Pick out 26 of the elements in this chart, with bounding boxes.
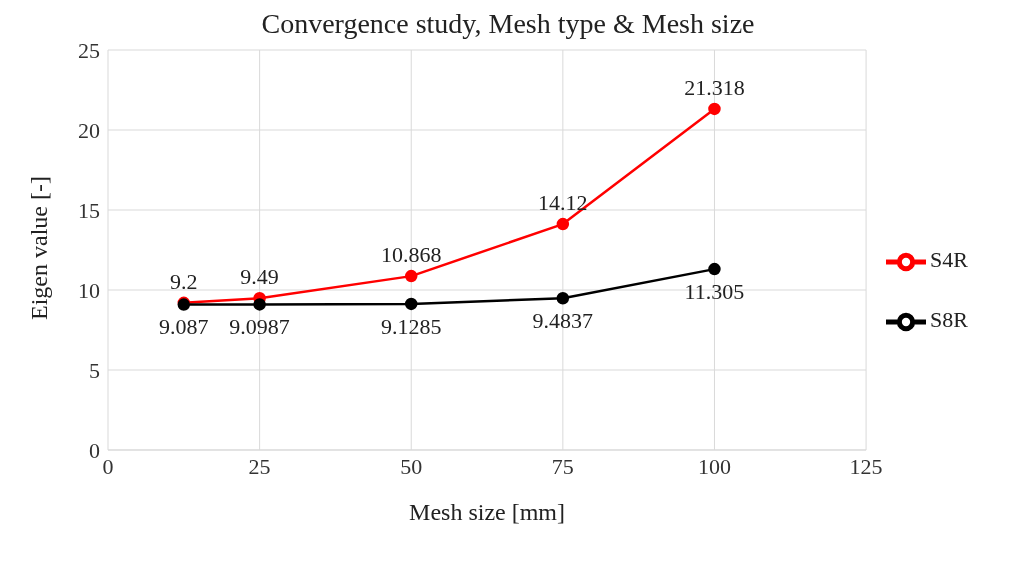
data-label: 9.1285 (380, 313, 442, 339)
x-axis-title: Mesh size [mm] (409, 499, 566, 525)
x-tick-label: 100 (697, 453, 731, 479)
data-label: 11.305 (684, 278, 745, 304)
y-axis-title: Eigen value [-] (25, 176, 52, 320)
y-tick-label: 25 (78, 37, 100, 63)
y-tick-label: 10 (78, 277, 100, 303)
y-tick-label: 0 (89, 437, 100, 463)
data-label: 21.318 (684, 74, 745, 100)
x-tick-label: 25 (248, 453, 271, 479)
x-tick-label: 125 (849, 453, 883, 479)
data-label: 9.2 (170, 268, 198, 294)
data-label: 9.0987 (229, 314, 290, 340)
data-label: 14.12 (538, 190, 588, 216)
chart-title: Convergence study, Mesh type & Mesh size (261, 8, 755, 39)
data-label: 9.087 (159, 314, 209, 340)
y-tick-label: 5 (89, 357, 100, 383)
y-tick-label: 15 (78, 197, 100, 223)
x-tick-label: 50 (400, 453, 423, 479)
data-label: 9.4837 (532, 307, 594, 333)
data-label: 9.49 (240, 264, 279, 290)
legend-label: S4R (930, 247, 968, 272)
data-label: 10.868 (380, 242, 442, 268)
legend-label: S8R (930, 307, 968, 332)
x-tick-label: 75 (551, 453, 574, 479)
y-tick-label: 20 (78, 117, 100, 143)
